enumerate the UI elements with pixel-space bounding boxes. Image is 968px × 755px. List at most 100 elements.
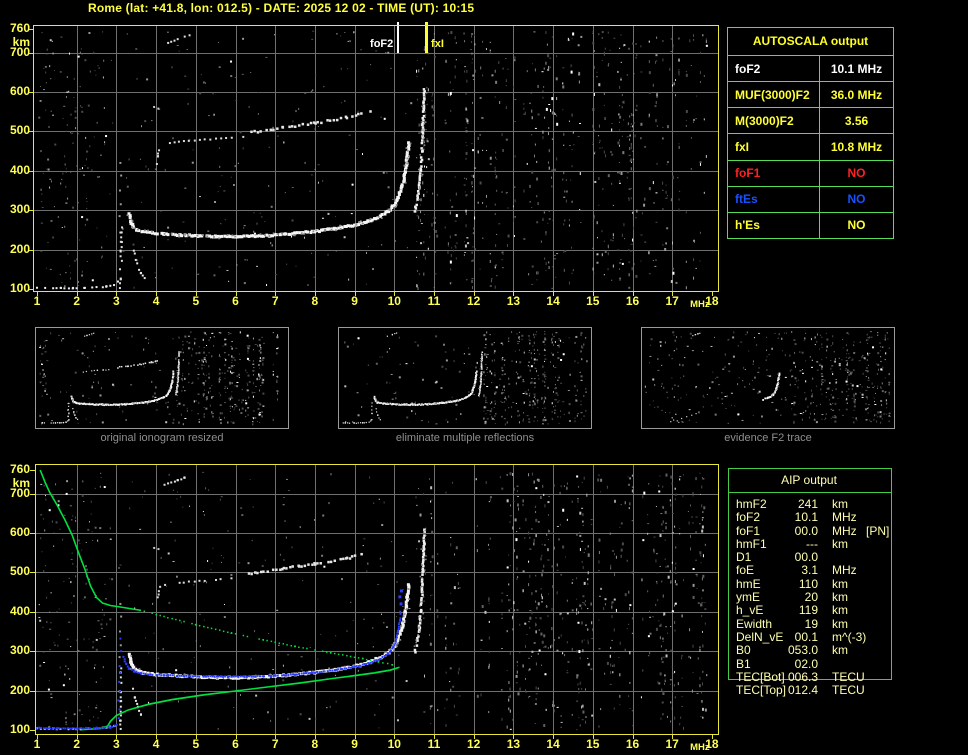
aip-param-value: 02.0 bbox=[794, 656, 818, 671]
x-axis-label: 18 bbox=[705, 294, 719, 308]
aip-param-label: B1 bbox=[736, 656, 751, 671]
y-axis-label: 500 bbox=[9, 564, 30, 579]
aip-param-value: 119 bbox=[798, 603, 818, 618]
aip-param-unit: km bbox=[832, 497, 848, 511]
aip-row-hmf1: hmF1 --- km bbox=[728, 536, 928, 551]
x-axis-label: 10 bbox=[387, 294, 401, 308]
aip-param-unit: MHz bbox=[832, 523, 857, 538]
aip-param-label: ymE bbox=[736, 590, 760, 605]
x-axis-label: 1 bbox=[33, 737, 41, 751]
aip-param-label: B0 bbox=[736, 643, 751, 658]
x-axis-label: 15 bbox=[586, 737, 600, 751]
y-axis-label: 100 bbox=[9, 280, 30, 295]
aip-row-b0: B0 053.0 km bbox=[728, 643, 928, 658]
aip-table-border bbox=[728, 468, 892, 680]
panel-caption-original: original ionogram resized bbox=[100, 432, 224, 444]
x-axis-label: 4 bbox=[152, 294, 160, 308]
aip-param-unit: km bbox=[832, 616, 848, 631]
y-axis-label: 300 bbox=[9, 202, 30, 217]
aip-param-value: 20 bbox=[804, 590, 818, 605]
autoscala-param-value: 10.1 MHz bbox=[830, 61, 883, 76]
aip-param-value: 053.0 bbox=[787, 643, 818, 658]
aip-param-unit: km bbox=[832, 643, 848, 658]
aip-param-value: 19 bbox=[804, 616, 818, 631]
x-axis-label: 12 bbox=[467, 294, 481, 308]
y-axis-label: 600 bbox=[9, 84, 30, 99]
aip-param-unit: MHz bbox=[832, 563, 857, 578]
x-axis-label: 3 bbox=[113, 737, 120, 751]
x-axis-label: 6 bbox=[232, 294, 239, 308]
autoscala-param-value: 36.0 MHz bbox=[830, 87, 883, 102]
x-axis-label: 8 bbox=[311, 737, 319, 751]
aip-param-value: 00.0 bbox=[794, 550, 818, 565]
y-axis-label: 300 bbox=[9, 643, 30, 658]
aip-row-yme: ymE 20 km bbox=[728, 590, 928, 605]
panel-evidence-f2 bbox=[641, 327, 895, 429]
aip-param-value: 00.0 bbox=[794, 523, 818, 538]
x-axis-label: 13 bbox=[506, 294, 521, 308]
autoscala-param-label: MUF(3000)F2 bbox=[728, 82, 820, 108]
y-axis-label: 760 bbox=[9, 21, 30, 35]
x-axis-label: 14 bbox=[546, 737, 560, 751]
aip-param-value: 3.1 bbox=[801, 563, 818, 578]
aip-param-unit: TECU bbox=[832, 683, 865, 698]
aip-table: AIP output hmF2 241 km foF2 10.1 MHz foF1 00.0 M… bbox=[728, 468, 892, 697]
y-axis-label: 200 bbox=[9, 682, 30, 697]
aip-row-foe: foE 3.1 MHz bbox=[728, 563, 928, 578]
aip-param-label: TEC[Bot] bbox=[736, 669, 785, 684]
aip-title-divider bbox=[728, 492, 891, 493]
x-axis-label: 7 bbox=[271, 294, 279, 308]
autoscala-table: AUTOSCALA output foF2 10.1 MHz MUF(3000)F2… bbox=[727, 27, 894, 239]
panel-eliminate-reflections bbox=[338, 327, 592, 429]
x-axis-label: 16 bbox=[625, 737, 640, 751]
autoscala-param-label: fxI bbox=[728, 134, 820, 160]
aip-param-label: DelN_vE bbox=[736, 629, 784, 644]
aip-param-value: --- bbox=[806, 536, 818, 551]
y-axis-label: 760 bbox=[9, 462, 30, 476]
aip-row-hmf2: hmF2 241 km bbox=[728, 497, 928, 511]
autoscala-row-h-es: h'Es NO bbox=[728, 212, 893, 238]
aip-param-unit: km bbox=[832, 536, 848, 551]
y-axis-label: 700 bbox=[9, 44, 30, 59]
main-ionogram: 760 700 600 500 400 300 200 100 km 1 2 3 4 5 6 7 8 9 10 11 1… bbox=[0, 17, 968, 327]
autoscala-row-fof1: foF1 NO bbox=[728, 160, 893, 187]
autoscala-row-fxi: fxI 10.8 MHz bbox=[728, 134, 893, 161]
aip-param-value: 012.4 bbox=[787, 683, 818, 698]
x-axis-label: 17 bbox=[665, 294, 679, 308]
panel-original-ionogram bbox=[35, 327, 289, 429]
fxi-marker-label: fxI bbox=[431, 38, 444, 50]
x-axis-label: 18 bbox=[705, 737, 719, 751]
aip-param-label: Ewidth bbox=[736, 616, 773, 631]
aip-param-value: 241 bbox=[797, 497, 818, 511]
aip-param-label: hmF1 bbox=[736, 536, 767, 551]
aip-row-tec-bot-: TEC[Bot] 006.3 TECU bbox=[728, 669, 928, 684]
aip-param-label: foE bbox=[736, 563, 755, 578]
autoscala-row-m-3000-f2: M(3000)F2 3.56 bbox=[728, 108, 893, 135]
aip-param-unit: MHz bbox=[832, 510, 857, 525]
autoscala-param-label: h'Es bbox=[728, 212, 820, 238]
aip-row-deln-ve: DelN_vE 00.1 m^(-3) bbox=[728, 629, 928, 644]
autoscala-param-value: NO bbox=[847, 192, 866, 207]
x-axis-unit-label: MHz bbox=[690, 299, 710, 310]
aip-param-label: hmF2 bbox=[736, 497, 767, 511]
aip-param-unit: km bbox=[832, 576, 848, 591]
aip-rows: hmF2 241 km foF2 10.1 MHz foF1 00.0 MHz [PN] hmF1 -… bbox=[728, 497, 928, 698]
y-axis-unit-label: km bbox=[12, 35, 30, 49]
x-axis-label: 3 bbox=[113, 294, 120, 308]
autoscala-param-value: 10.8 MHz bbox=[830, 139, 883, 154]
aip-param-value: 00.1 bbox=[794, 629, 818, 644]
aip-param-unit: km bbox=[832, 603, 848, 618]
panel-caption-eliminate: eliminate multiple reflections bbox=[395, 432, 535, 444]
autoscala-param-label: foF1 bbox=[728, 160, 820, 186]
aip-param-unit: m^(-3) bbox=[832, 629, 867, 644]
aip-row-fof2: foF2 10.1 MHz bbox=[728, 510, 928, 525]
aip-table-title: AIP output bbox=[781, 473, 837, 487]
panel-eliminate-canvas bbox=[339, 328, 591, 428]
aip-row-hme: hmE 110 km bbox=[728, 576, 928, 591]
x-axis-label: 4 bbox=[152, 737, 160, 751]
aip-row-d1: D1 00.0 bbox=[728, 550, 928, 565]
y-axis-label: 600 bbox=[9, 525, 30, 540]
autoscala-param-value: NO bbox=[847, 166, 866, 181]
x-axis-label: 12 bbox=[467, 737, 481, 751]
x-axis-label: 10 bbox=[387, 737, 401, 751]
